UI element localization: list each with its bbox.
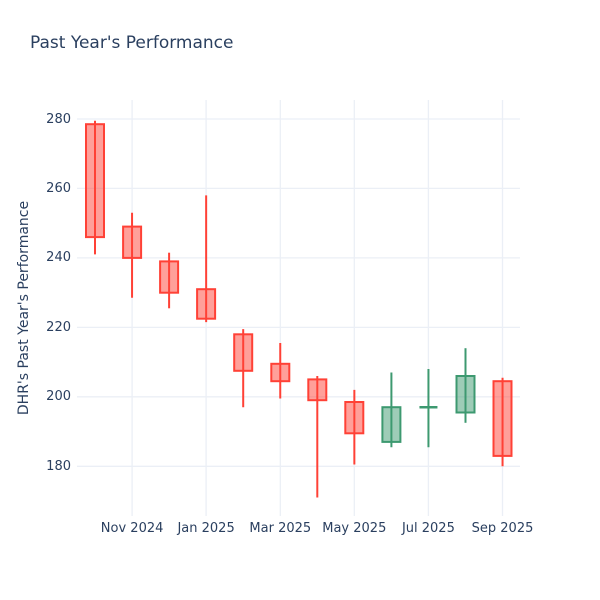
y-tick-label: 200 <box>46 389 71 405</box>
candle-oct-2024[interactable] <box>85 120 105 255</box>
candle-body <box>196 288 217 320</box>
x-tick-label: Nov 2024 <box>100 521 164 536</box>
candle-jul-2025[interactable] <box>419 369 438 448</box>
candle-body <box>159 260 180 294</box>
y-tick-label: 280 <box>46 111 71 127</box>
candle-body <box>85 123 105 239</box>
x-tick-label: Sep 2025 <box>471 521 534 536</box>
candle-body <box>344 401 365 435</box>
y-tick-label: 260 <box>46 180 71 196</box>
candle-dec-2024[interactable] <box>159 252 180 309</box>
candle-body <box>455 375 476 414</box>
candle-feb-2025[interactable] <box>233 329 254 408</box>
candle-body <box>122 225 143 259</box>
gridlines <box>77 100 520 516</box>
candle-nov-2024[interactable] <box>122 212 143 298</box>
candle-may-2025[interactable] <box>344 389 365 465</box>
candle-jun-2025[interactable] <box>381 372 402 448</box>
candle-body <box>307 378 328 402</box>
candle-jan-2025[interactable] <box>196 195 217 323</box>
candle-sep-2025[interactable] <box>492 377 513 467</box>
candle-body <box>270 362 291 383</box>
candle-mar-2025[interactable] <box>270 343 291 399</box>
x-tick-label: May 2025 <box>322 521 387 536</box>
x-tick-label: Jul 2025 <box>401 521 455 536</box>
y-tick-label: 220 <box>46 319 71 335</box>
candle-body <box>381 406 402 443</box>
x-tick-label: Mar 2025 <box>249 521 312 536</box>
y-tick-label: 240 <box>46 250 71 266</box>
y-axis-title: DHR's Past Year's Performance <box>16 200 32 416</box>
candle-aug-2025[interactable] <box>455 348 476 423</box>
chart-title: Past Year's Performance <box>30 33 234 53</box>
candle-apr-2025[interactable] <box>307 376 328 498</box>
candle-body <box>492 380 513 457</box>
y-tick-label: 180 <box>46 458 71 474</box>
x-tick-label: Jan 2025 <box>177 521 235 536</box>
candle-body <box>233 333 254 372</box>
